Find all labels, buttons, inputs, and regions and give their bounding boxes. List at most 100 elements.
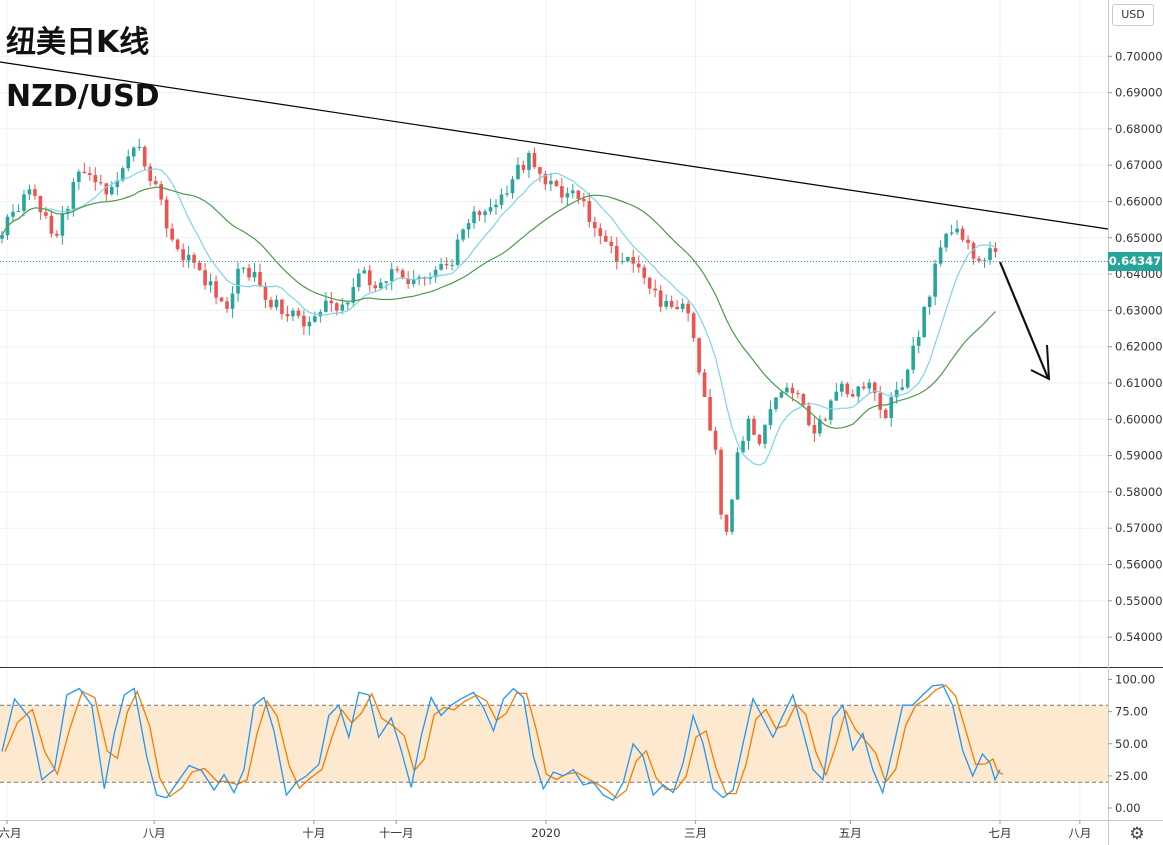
- candle-body: [307, 321, 312, 327]
- ma-long-line: [1, 186, 996, 429]
- candle-body: [373, 285, 378, 289]
- candle-body: [252, 271, 257, 278]
- time-tick-label: 2020: [531, 826, 560, 840]
- candle-body: [296, 310, 301, 316]
- candle-body: [708, 396, 712, 431]
- candle-body: [291, 310, 295, 317]
- candle-body: [686, 303, 690, 314]
- chart-title: 纽美日K线: [6, 25, 150, 60]
- candle-body: [993, 248, 998, 252]
- candle-body: [746, 418, 751, 441]
- time-tick-label: 五月: [839, 826, 862, 840]
- chart-drawings: [0, 61, 1109, 381]
- candle-body: [192, 254, 196, 263]
- candle-body: [433, 269, 438, 278]
- candle-body: [845, 383, 850, 395]
- candle-body: [911, 345, 915, 370]
- candle-body: [230, 293, 235, 309]
- candle-body: [400, 270, 405, 279]
- candle-body: [944, 233, 948, 248]
- candle-body: [466, 223, 471, 230]
- candle-body: [120, 168, 125, 181]
- candle-body: [164, 199, 169, 229]
- candle-body: [812, 425, 817, 434]
- candle-body: [22, 194, 26, 212]
- candle-body: [263, 286, 268, 300]
- candle-body: [494, 204, 498, 208]
- candle-body: [88, 173, 92, 176]
- candle-body: [900, 387, 904, 390]
- price-tick-label: 0.67000: [1115, 158, 1163, 172]
- candle-body: [208, 281, 213, 286]
- price-axis: 0.70000 0.69000 0.68000 0.67000 0.66000 0.650…: [1108, 49, 1163, 644]
- candle-body: [894, 389, 899, 398]
- stoch-tick-label: 0.00: [1115, 801, 1141, 815]
- candle-body: [351, 287, 356, 303]
- candle-body: [329, 300, 334, 304]
- price-tick-label: 0.57000: [1115, 521, 1163, 535]
- candle-body: [55, 233, 59, 236]
- resistance-trendline: [0, 61, 1109, 230]
- candle-body: [724, 514, 729, 532]
- candle-body: [834, 391, 839, 401]
- candle-body: [527, 152, 531, 170]
- candle-body: [697, 338, 701, 373]
- candle-body: [614, 245, 619, 262]
- time-tick-label: 七月: [989, 826, 1012, 840]
- candle-body: [285, 313, 290, 317]
- candle-body: [186, 254, 191, 261]
- candle-body: [159, 184, 163, 200]
- candle-body: [905, 369, 910, 388]
- candle-body: [411, 279, 416, 284]
- candle-body: [131, 147, 136, 157]
- candle-body: [543, 173, 548, 185]
- candle-body: [582, 198, 586, 202]
- candle-body: [214, 281, 218, 298]
- candle-body: [335, 303, 339, 311]
- candle-body: [395, 269, 400, 271]
- candlestick-series: [0, 138, 998, 536]
- candle-body: [362, 270, 367, 274]
- candle-body: [516, 164, 520, 180]
- candle-body: [774, 397, 778, 410]
- stoch-tick-label: 25.00: [1115, 769, 1148, 783]
- candle-body: [428, 277, 432, 279]
- candle-body: [636, 263, 641, 268]
- candle-body: [109, 187, 114, 195]
- candle-body: [966, 239, 970, 243]
- candle-body: [367, 270, 372, 286]
- candle-body: [225, 301, 229, 309]
- candle-body: [499, 194, 504, 205]
- candle-body: [148, 166, 153, 181]
- price-tick-label: 0.63000: [1115, 303, 1163, 317]
- symbol-title: NZD/USD: [6, 79, 160, 114]
- price-tick-label: 0.60000: [1115, 412, 1163, 426]
- candle-body: [867, 382, 872, 389]
- candle-body: [571, 190, 575, 194]
- gear-icon[interactable]: ⚙: [1129, 824, 1145, 844]
- candle-body: [389, 269, 394, 282]
- candle-body: [324, 300, 328, 312]
- candle-body: [988, 248, 992, 261]
- candle-body: [318, 311, 323, 317]
- price-tick-label: 0.58000: [1115, 485, 1163, 499]
- time-axis: 六月 八月 十月 十一月 2020 三月 五月 七月 八月: [0, 820, 1091, 840]
- candle-body: [27, 189, 32, 195]
- candle-body: [598, 228, 603, 236]
- candle-body: [450, 264, 454, 266]
- candle-body: [170, 228, 174, 240]
- candle-body: [829, 400, 833, 420]
- candle-body: [735, 452, 740, 500]
- candle-body: [730, 499, 734, 532]
- candle-body: [796, 393, 800, 395]
- candle-body: [346, 302, 350, 305]
- stoch-band: [0, 705, 1108, 783]
- candle-body: [203, 270, 207, 286]
- candle-body: [93, 175, 98, 183]
- candle-body: [532, 152, 537, 168]
- currency-selector[interactable]: USD: [1112, 4, 1154, 26]
- candle-body: [0, 235, 4, 239]
- candle-body: [763, 424, 767, 444]
- candle-body: [790, 387, 795, 394]
